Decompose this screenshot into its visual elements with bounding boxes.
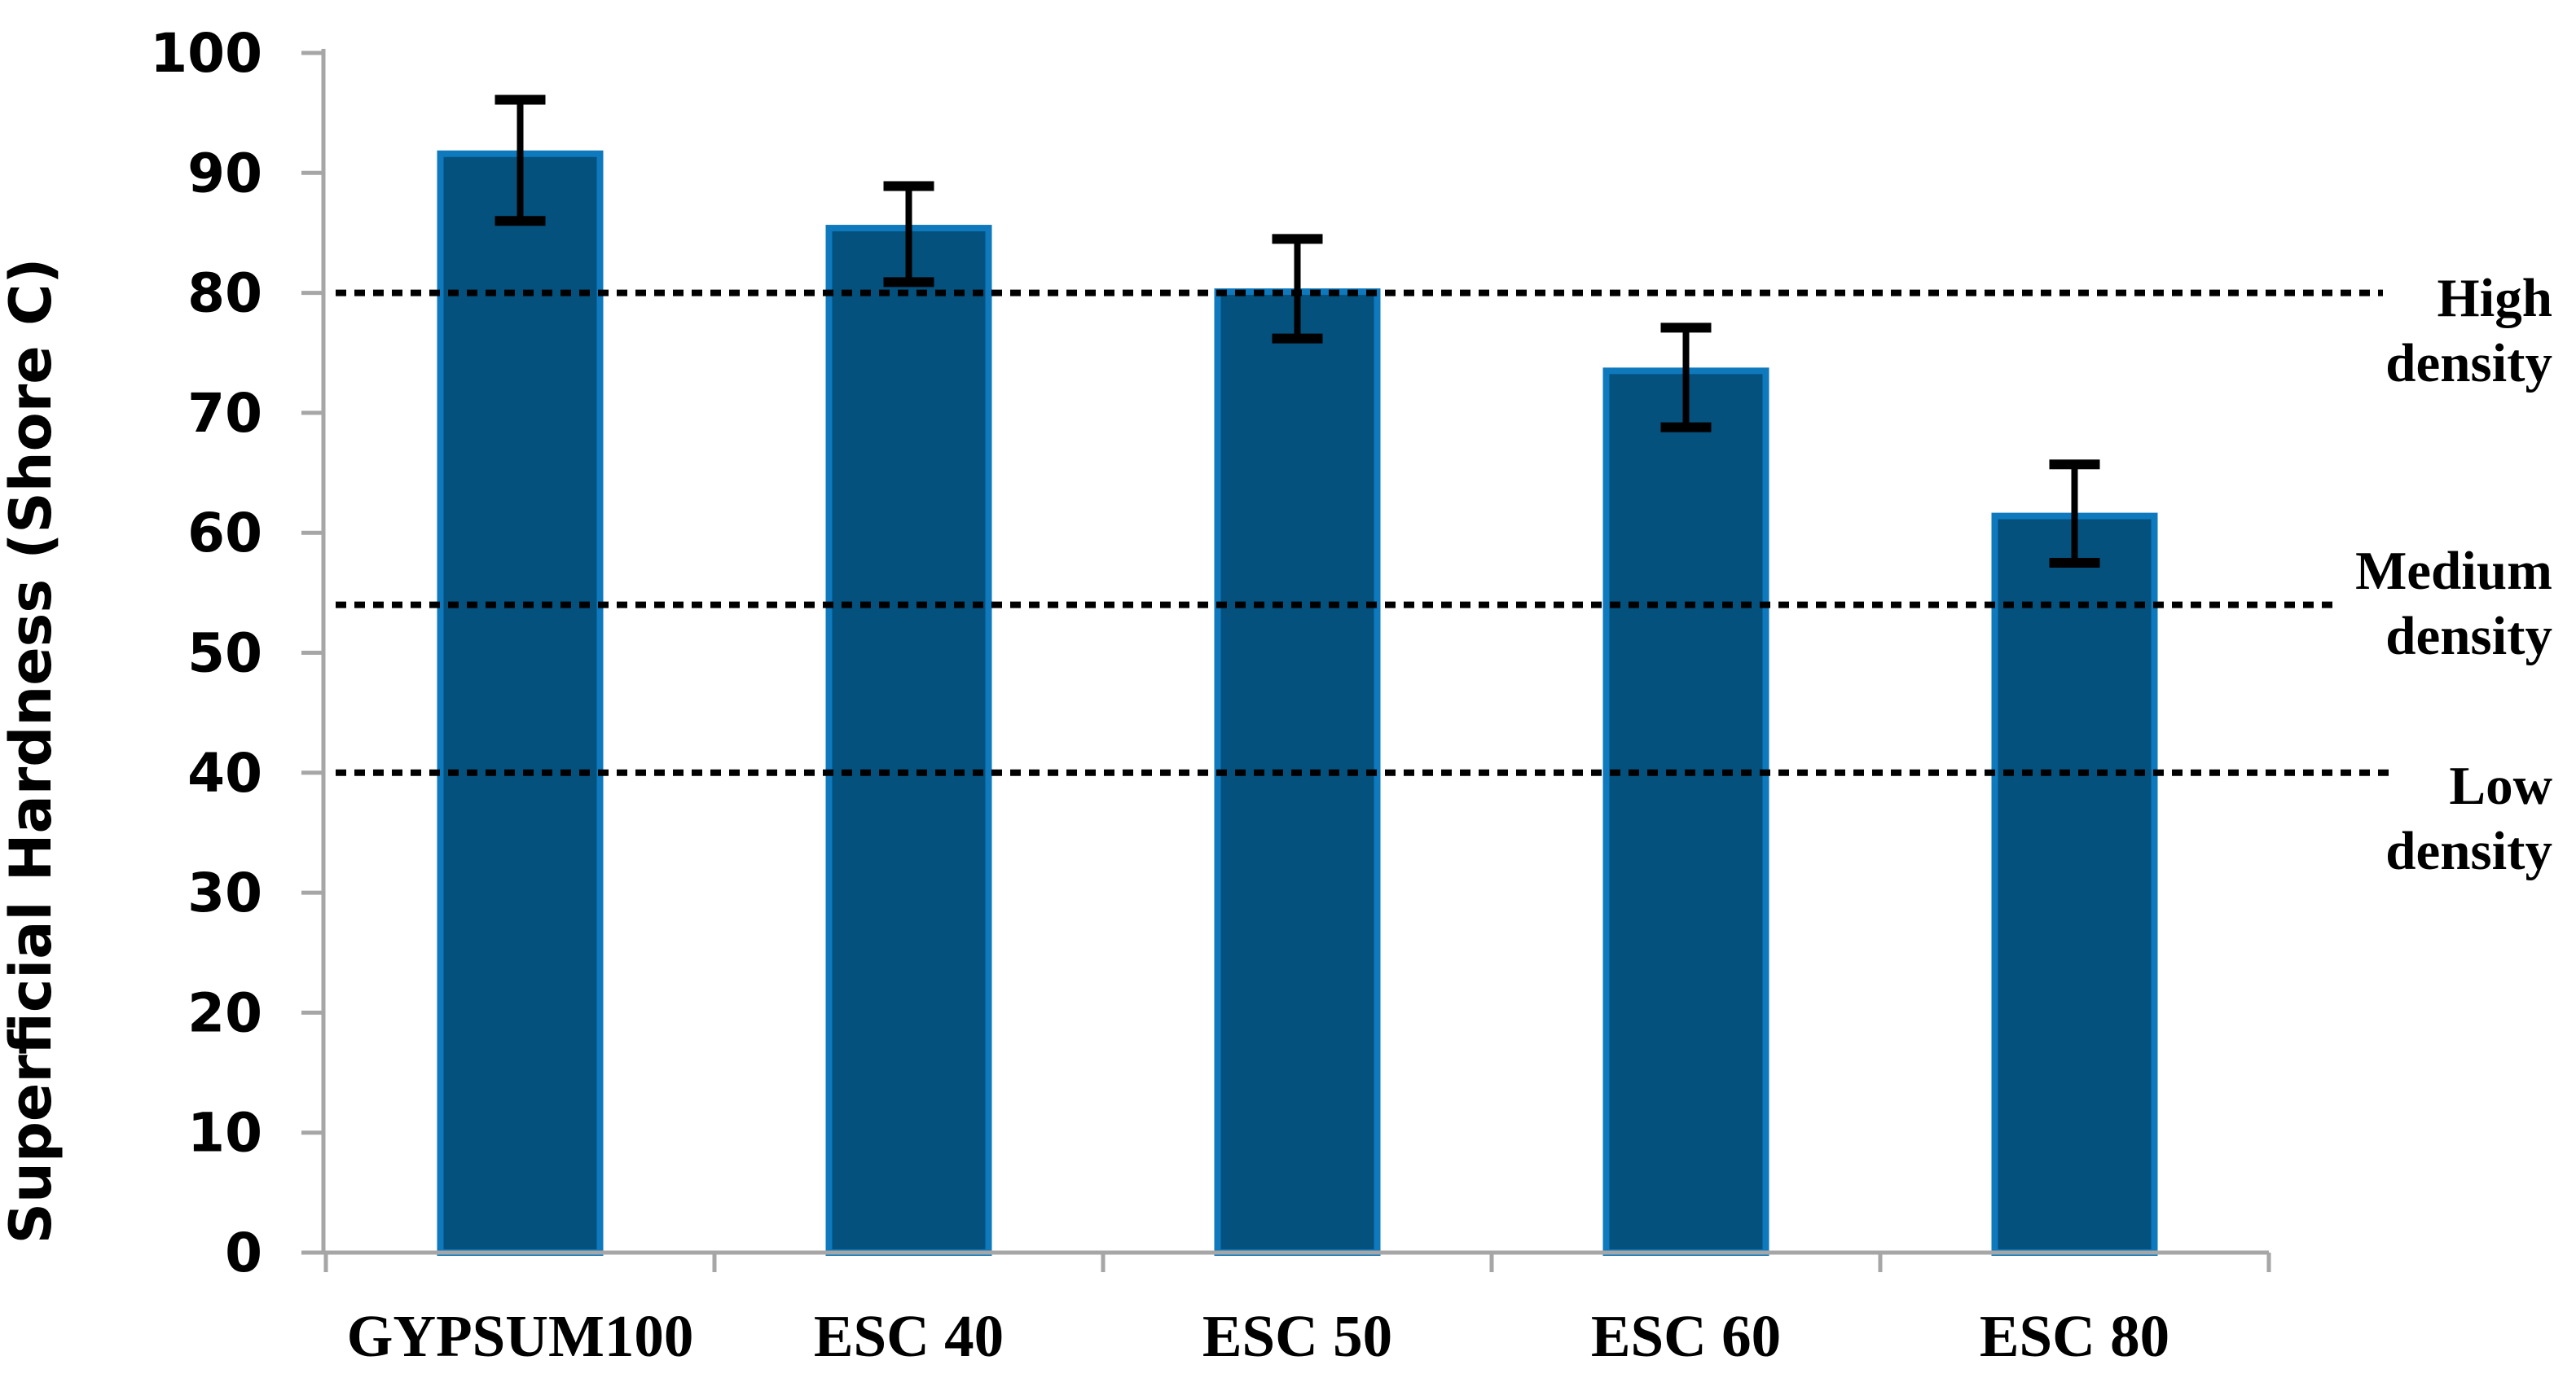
x-label-esc-60: ESC 60 bbox=[1591, 1303, 1781, 1369]
y-tick-label-10: 10 bbox=[187, 1102, 262, 1165]
x-label-esc-50: ESC 50 bbox=[1202, 1303, 1392, 1369]
bar-esc-40 bbox=[825, 225, 992, 1257]
ref-label-high-density-line1: High bbox=[2438, 268, 2553, 328]
y-tick-label-20: 20 bbox=[187, 981, 262, 1044]
bar-gypsum100 bbox=[437, 150, 604, 1256]
ref-label-medium-density-line2: density bbox=[2385, 606, 2552, 666]
x-label-esc-40: ESC 40 bbox=[814, 1303, 1004, 1369]
axes-group: 0 10 20 30 40 50 60 70 80 90 100 GYPSUM100 ESC 40 ESC… bbox=[0, 22, 2271, 1369]
ref-label-low-density-line1: Low bbox=[2449, 756, 2552, 816]
y-tick-label-60: 60 bbox=[187, 502, 262, 564]
error-bar-gypsum100 bbox=[495, 94, 546, 226]
error-bar-esc-50 bbox=[1272, 234, 1323, 344]
bar-esc-60 bbox=[1602, 367, 1769, 1257]
y-tick-label-70: 70 bbox=[187, 382, 262, 445]
bar-esc-80 bbox=[1991, 512, 2158, 1256]
x-label-gypsum100: GYPSUM100 bbox=[347, 1303, 694, 1369]
x-label-esc-80: ESC 80 bbox=[1980, 1303, 2169, 1369]
y-tick-label-100: 100 bbox=[150, 22, 262, 85]
y-tick-label-90: 90 bbox=[187, 142, 262, 204]
ref-label-high-density-line2: density bbox=[2385, 333, 2552, 393]
ref-label-medium-density-line1: Medium bbox=[2355, 541, 2552, 601]
y-tick-label-0: 0 bbox=[225, 1222, 262, 1284]
y-tick-label-30: 30 bbox=[187, 862, 262, 924]
error-bar-esc-80 bbox=[2049, 459, 2100, 568]
y-tick-label-80: 80 bbox=[187, 262, 262, 325]
y-axis-title: Superficial Hardness (Shore C) bbox=[0, 258, 64, 1244]
error-bar-esc-40 bbox=[883, 181, 934, 287]
ref-label-low-density-line2: density bbox=[2385, 821, 2552, 881]
y-tick-label-40: 40 bbox=[187, 742, 262, 805]
error-bars-group bbox=[495, 94, 2100, 568]
y-tick-label-50: 50 bbox=[187, 622, 262, 685]
error-bar-esc-60 bbox=[1660, 323, 1712, 432]
